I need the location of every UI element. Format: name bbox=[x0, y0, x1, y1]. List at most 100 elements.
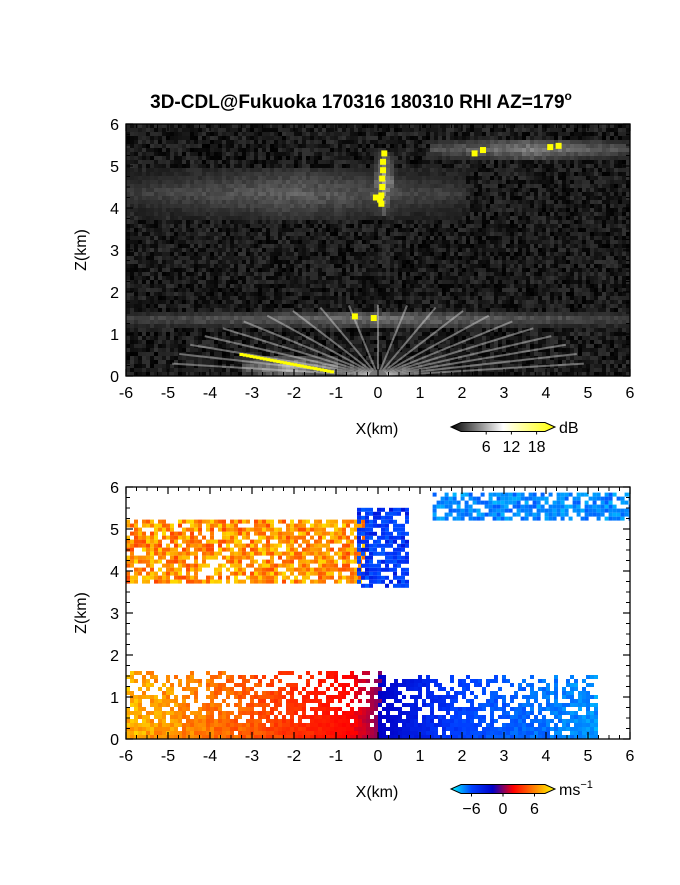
reflectivity-cell bbox=[470, 164, 474, 168]
reflectivity-cell bbox=[494, 164, 498, 168]
reflectivity-cell bbox=[446, 140, 450, 144]
reflectivity-cell bbox=[430, 132, 434, 136]
reflectivity-cell bbox=[430, 144, 434, 148]
reflectivity-cell bbox=[398, 240, 402, 244]
reflectivity-cell bbox=[462, 224, 466, 228]
reflectivity-cell bbox=[262, 148, 266, 152]
reflectivity-cell bbox=[290, 128, 294, 132]
reflectivity-cell bbox=[506, 196, 510, 200]
reflectivity-cell bbox=[202, 236, 206, 240]
reflectivity-cell bbox=[178, 220, 182, 224]
reflectivity-cell bbox=[334, 180, 338, 184]
reflectivity-cell bbox=[234, 220, 238, 224]
reflectivity-cell bbox=[214, 196, 218, 200]
reflectivity-cell bbox=[330, 204, 334, 208]
reflectivity-cell bbox=[370, 172, 374, 176]
reflectivity-cell bbox=[246, 260, 250, 264]
reflectivity-cell bbox=[186, 132, 190, 136]
reflectivity-cell bbox=[178, 240, 182, 244]
reflectivity-cell bbox=[570, 276, 574, 280]
reflectivity-cell bbox=[434, 280, 438, 284]
reflectivity-cell bbox=[230, 144, 234, 148]
reflectivity-cell bbox=[602, 188, 606, 192]
reflectivity-cell bbox=[530, 188, 534, 192]
reflectivity-cell bbox=[462, 180, 466, 184]
reflectivity-cell bbox=[462, 156, 466, 160]
reflectivity-cell bbox=[574, 248, 578, 252]
reflectivity-cell bbox=[414, 204, 418, 208]
reflectivity-cell bbox=[450, 156, 454, 160]
reflectivity-cell bbox=[222, 264, 226, 268]
reflectivity-cell bbox=[514, 272, 518, 276]
reflectivity-cell bbox=[198, 236, 202, 240]
reflectivity-cell bbox=[174, 208, 178, 212]
reflectivity-cell bbox=[326, 208, 330, 212]
reflectivity-cell bbox=[150, 144, 154, 148]
reflectivity-cell bbox=[482, 224, 486, 228]
reflectivity-cell bbox=[214, 264, 218, 268]
reflectivity-cell bbox=[478, 232, 482, 236]
reflectivity-cell bbox=[594, 148, 598, 152]
reflectivity-cell bbox=[206, 216, 210, 220]
reflectivity-cell bbox=[150, 252, 154, 256]
reflectivity-cell bbox=[350, 124, 354, 128]
reflectivity-cell bbox=[258, 256, 262, 260]
reflectivity-cell bbox=[326, 188, 330, 192]
reflectivity-cell bbox=[250, 168, 254, 172]
reflectivity-cell bbox=[218, 276, 222, 280]
reflectivity-cell bbox=[398, 232, 402, 236]
reflectivity-cell bbox=[182, 184, 186, 188]
reflectivity-cell bbox=[282, 196, 286, 200]
reflectivity-cell bbox=[582, 156, 586, 160]
reflectivity-cell bbox=[150, 156, 154, 160]
reflectivity-cell bbox=[534, 156, 538, 160]
reflectivity-cell bbox=[574, 264, 578, 268]
reflectivity-cell bbox=[314, 200, 318, 204]
reflectivity-cell bbox=[450, 164, 454, 168]
reflectivity-cell bbox=[126, 268, 130, 272]
reflectivity-cell bbox=[398, 220, 402, 224]
reflectivity-cell bbox=[446, 148, 450, 152]
reflectivity-cell bbox=[426, 260, 430, 264]
reflectivity-cell bbox=[182, 136, 186, 140]
reflectivity-cell bbox=[286, 240, 290, 244]
reflectivity-cell bbox=[306, 152, 310, 156]
reflectivity-cell bbox=[182, 128, 186, 132]
reflectivity-cell bbox=[550, 240, 554, 244]
reflectivity-cell bbox=[234, 196, 238, 200]
reflectivity-cell bbox=[246, 156, 250, 160]
reflectivity-cell bbox=[478, 152, 482, 156]
reflectivity-cell bbox=[222, 232, 226, 236]
reflectivity-cell bbox=[462, 268, 466, 272]
reflectivity-cell bbox=[170, 232, 174, 236]
reflectivity-cell bbox=[586, 204, 590, 208]
reflectivity-cell bbox=[562, 208, 566, 212]
reflectivity-cell bbox=[174, 240, 178, 244]
reflectivity-cell bbox=[554, 200, 558, 204]
reflectivity-cell bbox=[222, 200, 226, 204]
reflectivity-cell bbox=[542, 208, 546, 212]
reflectivity-cell bbox=[138, 232, 142, 236]
reflectivity-cell bbox=[494, 200, 498, 204]
reflectivity-cell bbox=[390, 244, 394, 248]
reflectivity-cell bbox=[238, 256, 242, 260]
reflectivity-cell bbox=[350, 188, 354, 192]
reflectivity-cell bbox=[314, 228, 318, 232]
reflectivity-cell bbox=[222, 152, 226, 156]
reflectivity-cell bbox=[342, 244, 346, 248]
reflectivity-cell bbox=[418, 248, 422, 252]
reflectivity-cell bbox=[610, 164, 614, 168]
reflectivity-cell bbox=[290, 268, 294, 272]
reflectivity-cell bbox=[278, 164, 282, 168]
reflectivity-cell bbox=[458, 128, 462, 132]
reflectivity-cell bbox=[478, 168, 482, 172]
reflectivity-cell bbox=[466, 168, 470, 172]
reflectivity-cell bbox=[586, 148, 590, 152]
reflectivity-cell bbox=[218, 136, 222, 140]
reflectivity-cell bbox=[478, 164, 482, 168]
reflectivity-cell bbox=[398, 204, 402, 208]
reflectivity-cell bbox=[206, 124, 210, 128]
reflectivity-cell bbox=[494, 176, 498, 180]
reflectivity-cell bbox=[566, 168, 570, 172]
reflectivity-cell bbox=[486, 132, 490, 136]
